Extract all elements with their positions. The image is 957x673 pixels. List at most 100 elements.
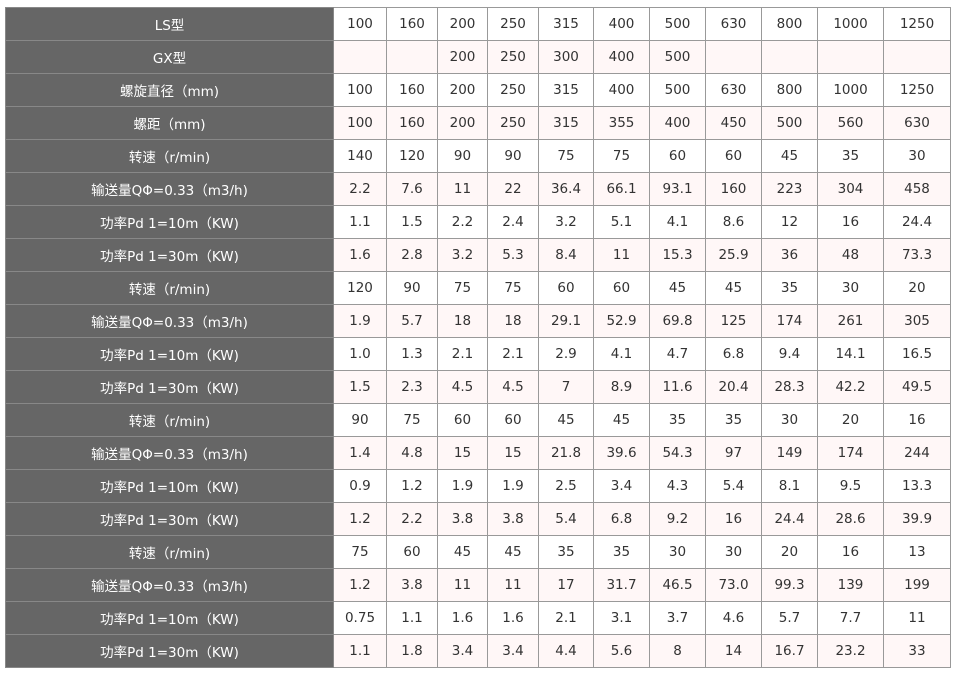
table-cell: 400: [593, 73, 650, 107]
table-row: 功率Pd 1=30m（KW) 1.6 2.8 3.2 5.3 8.4 11 15.3 25.9 3…: [5, 238, 951, 272]
table-cell: 2.2: [333, 172, 387, 206]
table-cell: 500: [761, 106, 818, 140]
table-cell: 174: [817, 436, 884, 470]
table-cell: 39.9: [883, 502, 951, 536]
table-cell: 3.1: [593, 601, 650, 635]
table-cell: 9.2: [649, 502, 706, 536]
table-cell: 2.4: [487, 205, 539, 239]
table-cell: 52.9: [593, 304, 650, 338]
table-cell: 200: [437, 40, 488, 74]
row-header: 输送量QΦ=0.33（m3/h): [5, 304, 334, 338]
table-cell: 90: [333, 403, 387, 437]
table-cell: 1250: [883, 73, 951, 107]
table-row: GX型 200 250 300 400 500: [5, 40, 951, 74]
table-row: 功率Pd 1=10m（KW) 0.75 1.1 1.6 1.6 2.1 3.1 3.7 4.6 5…: [5, 601, 951, 635]
table-cell: 15: [437, 436, 488, 470]
row-header: 功率Pd 1=30m（KW): [5, 502, 334, 536]
table-cell: 3.2: [538, 205, 594, 239]
table-row: 转速（r/min) 90 75 60 60 45 45 35 35 30 20 16: [5, 403, 951, 437]
table-cell: 630: [705, 73, 762, 107]
table-row: 螺距（mm) 100 160 200 250 315 355 400 450 500 560 630: [5, 106, 951, 140]
table-cell: 250: [487, 40, 539, 74]
table-cell: 75: [538, 139, 594, 173]
table-cell: 300: [538, 40, 594, 74]
table-cell: 18: [487, 304, 539, 338]
table-cell: 305: [883, 304, 951, 338]
table-cell: [386, 40, 438, 74]
table-cell: 1.6: [333, 238, 387, 272]
table-cell: 800: [761, 7, 818, 41]
table-cell: 35: [761, 271, 818, 305]
table-cell: 8.1: [761, 469, 818, 503]
table-cell: 75: [437, 271, 488, 305]
table-cell: 45: [761, 139, 818, 173]
table-cell: 140: [333, 139, 387, 173]
table-cell: 1.4: [333, 436, 387, 470]
table-cell: 1.5: [333, 370, 387, 404]
table-cell: 11: [437, 568, 488, 602]
table-cell: 3.4: [487, 634, 539, 668]
table-cell: 13.3: [883, 469, 951, 503]
table-cell: [761, 40, 818, 74]
table-cell: 5.7: [761, 601, 818, 635]
table-cell: 4.1: [593, 337, 650, 371]
table-cell: [817, 40, 884, 74]
table-cell: 100: [333, 106, 387, 140]
table-cell: 31.7: [593, 568, 650, 602]
table-cell: 73.0: [705, 568, 762, 602]
table-cell: 60: [487, 403, 539, 437]
table-cell: 45: [538, 403, 594, 437]
table-cell: 1.5: [386, 205, 438, 239]
table-cell: 33: [883, 634, 951, 668]
table-cell: 0.9: [333, 469, 387, 503]
table-cell: 54.3: [649, 436, 706, 470]
table-cell: 28.3: [761, 370, 818, 404]
table-cell: 200: [437, 73, 488, 107]
table-cell: 75: [487, 271, 539, 305]
table-row: 输送量QΦ=0.33（m3/h) 1.4 4.8 15 15 21.8 39.6 54.3 97…: [5, 436, 951, 470]
table-cell: 45: [593, 403, 650, 437]
table-cell: 3.4: [437, 634, 488, 668]
table-cell: 45: [437, 535, 488, 569]
table-cell: 60: [437, 403, 488, 437]
table-cell: 500: [649, 40, 706, 74]
table-cell: 4.7: [649, 337, 706, 371]
table-cell: 20.4: [705, 370, 762, 404]
table-cell: 35: [649, 403, 706, 437]
table-cell: 20: [883, 271, 951, 305]
table-cell: 400: [593, 40, 650, 74]
table-cell: 14.1: [817, 337, 884, 371]
table-cell: 7.6: [386, 172, 438, 206]
table-cell: 15: [487, 436, 539, 470]
row-header: 螺距（mm): [5, 106, 334, 140]
table-cell: 35: [593, 535, 650, 569]
table-cell: 315: [538, 73, 594, 107]
table-cell: 60: [649, 139, 706, 173]
table-cell: 100: [333, 7, 387, 41]
table-cell: [883, 40, 951, 74]
row-header: 转速（r/min): [5, 139, 334, 173]
table-cell: 100: [333, 73, 387, 107]
table-cell: 8.6: [705, 205, 762, 239]
table-cell: 45: [649, 271, 706, 305]
row-header: 功率Pd 1=30m（KW): [5, 238, 334, 272]
table-cell: 3.8: [437, 502, 488, 536]
table-cell: 2.2: [437, 205, 488, 239]
table-cell: 16: [817, 205, 884, 239]
table-cell: 20: [761, 535, 818, 569]
table-cell: 304: [817, 172, 884, 206]
table-cell: 60: [705, 139, 762, 173]
table-row: 功率Pd 1=10m（KW) 0.9 1.2 1.9 1.9 2.5 3.4 4.3 5.4 8.…: [5, 469, 951, 503]
table-cell: 17: [538, 568, 594, 602]
table-cell: 30: [883, 139, 951, 173]
table-cell: 7: [538, 370, 594, 404]
table-cell: 1.1: [333, 634, 387, 668]
table-cell: 60: [593, 271, 650, 305]
table-cell: 0.75: [333, 601, 387, 635]
table-row: LS型 100 160 200 250 315 400 500 630 800 1000 1250: [5, 7, 951, 41]
table-cell: 5.4: [705, 469, 762, 503]
table-cell: 30: [761, 403, 818, 437]
table-cell: 23.2: [817, 634, 884, 668]
table-cell: 120: [333, 271, 387, 305]
table-cell: 20: [817, 403, 884, 437]
